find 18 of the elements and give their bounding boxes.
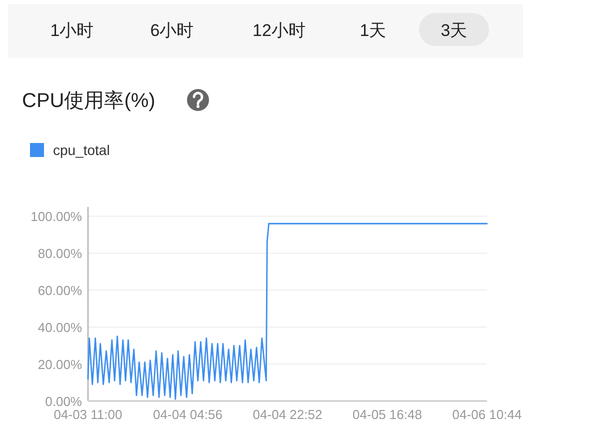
y-tick-label: 0.00% [45, 394, 82, 409]
y-tick-label: 20.00% [38, 357, 82, 372]
x-tick-label: 04-04 22:52 [252, 407, 322, 422]
text: 1天 [360, 21, 386, 40]
y-tick-label: 40.00% [38, 320, 82, 336]
chart-title: CPU使用率(%) [22, 90, 156, 112]
y-tick-label: 100.00% [30, 209, 82, 224]
x-tick-label: 04-04 04:56 [153, 407, 222, 422]
legend-label: cpu_total [53, 142, 110, 158]
x-tick-label: 04-05 16:48 [352, 407, 422, 422]
text: 3天 [440, 21, 468, 40]
y-tick-label: 80.00% [38, 246, 82, 262]
text: 1小时 [50, 21, 94, 40]
text: 6小时 [150, 21, 194, 40]
text: 12小时 [252, 21, 306, 40]
x-tick-label: 04-06 10:44 [452, 407, 522, 422]
y-tick-label: 60.00% [38, 283, 82, 298]
x-tick-label: 04-03 11:00 [54, 407, 122, 422]
